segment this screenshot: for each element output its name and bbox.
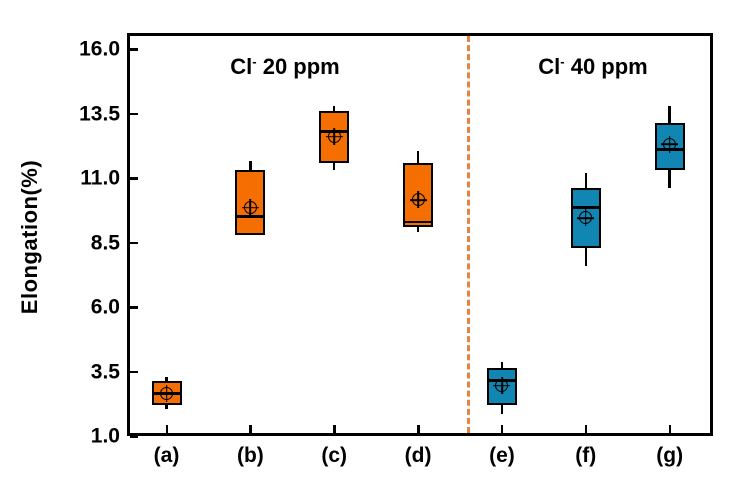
- box-mean-marker: [495, 379, 509, 393]
- x-axis-category-label: (f): [575, 444, 597, 467]
- x-axis-category-label: (b): [236, 444, 264, 467]
- x-axis-category-label: (d): [404, 444, 432, 467]
- box-mean-marker: [411, 193, 425, 207]
- group-title-20ppm-sup: -: [252, 53, 257, 69]
- y-axis-tick: [130, 241, 138, 244]
- x-axis-tick: [333, 425, 336, 433]
- box-median-line: [570, 206, 601, 209]
- x-axis-tick: [165, 425, 168, 433]
- box: [486, 367, 517, 406]
- box-mean-marker: [663, 137, 677, 151]
- box-mean-marker: [160, 386, 173, 400]
- y-axis-tick-label: 6.0: [90, 295, 120, 319]
- y-axis-tick: [130, 435, 138, 438]
- group-divider-line: [467, 36, 470, 433]
- box-mean-marker: [579, 211, 593, 225]
- x-axis-category-label: (a): [153, 444, 180, 467]
- group-title-40ppm: Cl- 40 ppm: [538, 54, 647, 80]
- x-axis-tick: [668, 425, 672, 433]
- box: [654, 122, 685, 171]
- group-title-20ppm-rest: 20 ppm: [256, 54, 340, 80]
- y-axis-tick: [130, 112, 138, 115]
- x-axis-category-label: (c): [321, 444, 348, 467]
- box: [319, 110, 350, 163]
- x-axis-tick: [249, 425, 252, 433]
- y-axis-tick: [130, 306, 138, 309]
- y-axis-tick-label: 8.5: [90, 231, 120, 254]
- box: [570, 188, 601, 248]
- y-axis-tick-label: 1.0: [90, 424, 120, 448]
- y-axis-tick-label: 16.0: [79, 37, 120, 61]
- x-axis-tick: [417, 425, 420, 433]
- group-title-40ppm-sup: -: [560, 53, 565, 69]
- box: [235, 170, 266, 235]
- x-axis-category-label: (g): [656, 444, 684, 467]
- y-axis-tick-label: 11.0: [80, 166, 120, 190]
- y-axis-tick-label: 13.5: [79, 102, 120, 125]
- group-title-20ppm-element: Cl: [230, 54, 253, 80]
- box-mean-marker: [327, 130, 341, 144]
- y-axis-tick-label: 3.5: [90, 360, 120, 383]
- box-mean-marker: [243, 201, 257, 215]
- y-axis-tick: [130, 177, 138, 180]
- box: [403, 162, 434, 228]
- box-median-line: [403, 220, 434, 224]
- y-axis-title: Elongation(%): [17, 159, 42, 315]
- group-title-40ppm-element: Cl: [538, 54, 561, 80]
- plot-area: [127, 33, 713, 438]
- group-title-20ppm: Cl- 20 ppm: [230, 54, 339, 80]
- group-title-40ppm-rest: 40 ppm: [564, 54, 648, 80]
- box-median-line: [235, 215, 266, 218]
- y-axis-tick: [130, 370, 138, 373]
- y-axis-tick: [130, 48, 138, 51]
- x-axis-category-label: (e): [489, 444, 515, 467]
- x-axis-tick: [500, 425, 504, 433]
- x-axis-tick: [584, 425, 588, 433]
